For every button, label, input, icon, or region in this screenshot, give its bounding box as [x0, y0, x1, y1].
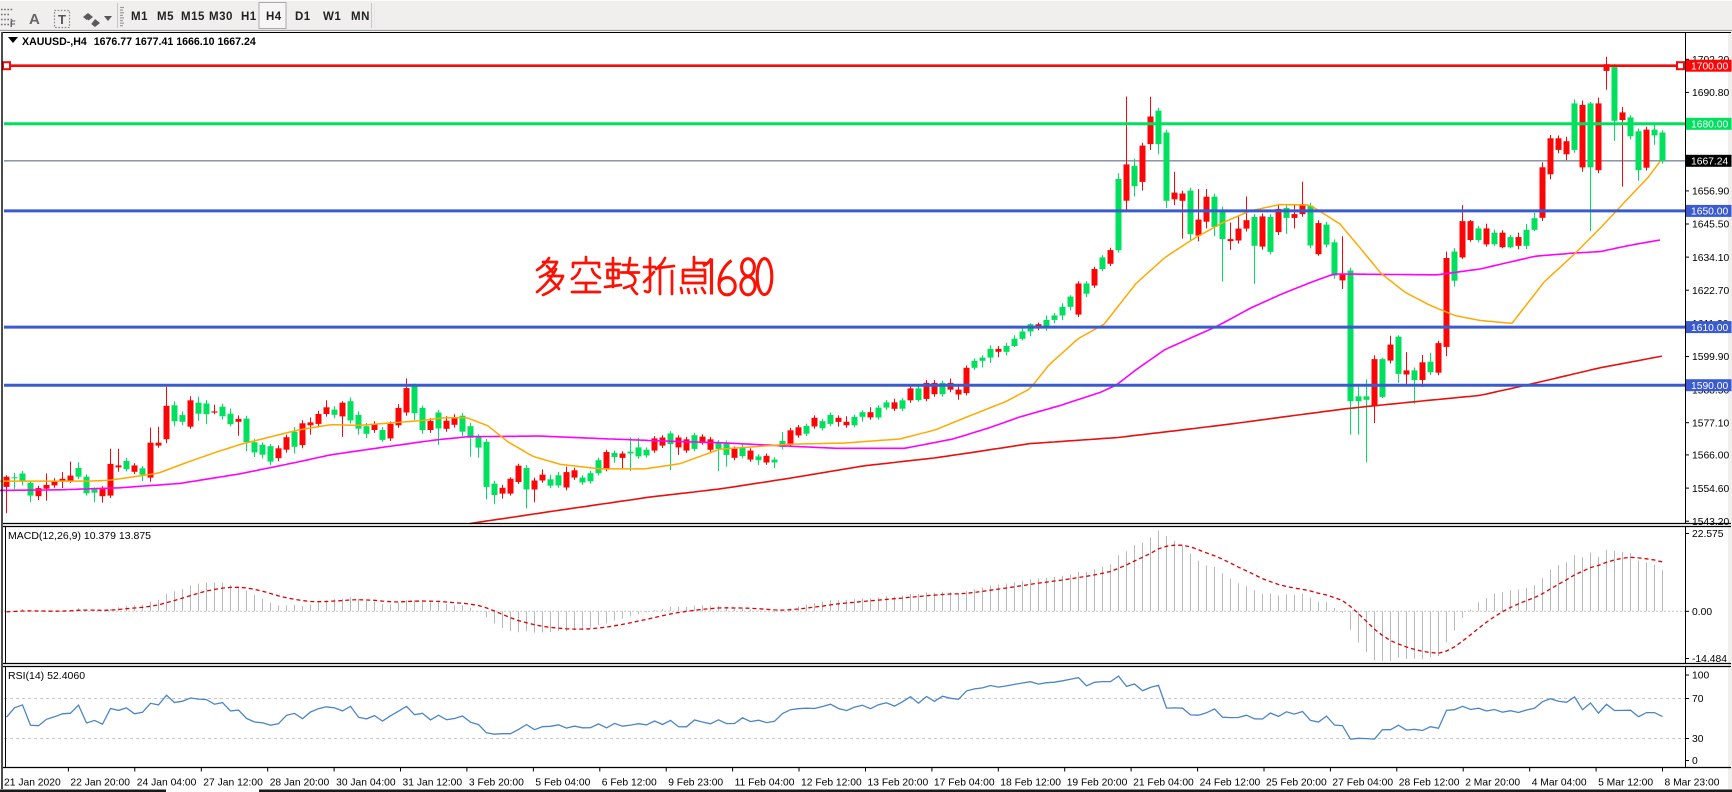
svg-text:MN: MN: [351, 11, 370, 23]
svg-text:M30: M30: [209, 11, 233, 23]
svg-text:1656.90: 1656.90: [1692, 187, 1729, 198]
svg-text:2 Mar 20:00: 2 Mar 20:00: [1465, 778, 1520, 789]
svg-text:3 Feb 20:00: 3 Feb 20:00: [469, 778, 524, 789]
svg-text:30: 30: [1692, 734, 1704, 745]
svg-text:24 Jan 04:00: 24 Jan 04:00: [137, 778, 197, 789]
svg-text:5 Feb 04:00: 5 Feb 04:00: [535, 778, 590, 789]
svg-text:1700.00: 1700.00: [1691, 61, 1728, 72]
svg-text:1680.00: 1680.00: [1691, 120, 1728, 131]
svg-text:13 Feb 20:00: 13 Feb 20:00: [868, 778, 929, 789]
svg-text:100: 100: [1692, 671, 1709, 682]
svg-text:18 Feb 12:00: 18 Feb 12:00: [1000, 778, 1061, 789]
svg-text:28 Jan 20:00: 28 Jan 20:00: [270, 778, 330, 789]
svg-text:-14.484: -14.484: [1692, 654, 1727, 665]
svg-text:H4: H4: [266, 11, 282, 23]
svg-text:1610.00: 1610.00: [1691, 323, 1728, 334]
svg-text:21 Feb 04:00: 21 Feb 04:00: [1133, 778, 1194, 789]
svg-text:1667.24: 1667.24: [1691, 157, 1728, 168]
svg-text:8 Mar 23:00: 8 Mar 23:00: [1665, 778, 1720, 789]
svg-text:1590.00: 1590.00: [1691, 381, 1728, 392]
svg-text:1566.00: 1566.00: [1692, 451, 1729, 462]
svg-text:31 Jan 12:00: 31 Jan 12:00: [403, 778, 463, 789]
svg-text:12 Feb 12:00: 12 Feb 12:00: [801, 778, 862, 789]
svg-text:0: 0: [1692, 756, 1698, 767]
svg-text:1650.00: 1650.00: [1691, 207, 1728, 218]
svg-text:1543.20: 1543.20: [1692, 517, 1729, 528]
svg-text:MACD(12,26,9) 10.379 13.875: MACD(12,26,9) 10.379 13.875: [8, 530, 151, 542]
svg-text:22.575: 22.575: [1692, 529, 1724, 540]
svg-text:1577.10: 1577.10: [1692, 418, 1729, 429]
svg-text:M1: M1: [131, 11, 148, 23]
svg-text:25 Feb 20:00: 25 Feb 20:00: [1266, 778, 1327, 789]
svg-text:21 Jan 2020: 21 Jan 2020: [4, 778, 61, 789]
svg-text:M15: M15: [181, 11, 205, 23]
svg-text:17 Feb 04:00: 17 Feb 04:00: [934, 778, 995, 789]
svg-text:1634.10: 1634.10: [1692, 253, 1729, 264]
svg-text:1599.90: 1599.90: [1692, 352, 1729, 363]
svg-text:0.00: 0.00: [1692, 607, 1712, 618]
svg-text:27 Jan 12:00: 27 Jan 12:00: [203, 778, 263, 789]
svg-text:1645.50: 1645.50: [1692, 220, 1729, 231]
svg-text:5 Mar 12:00: 5 Mar 12:00: [1598, 778, 1653, 789]
svg-text:M5: M5: [157, 11, 174, 23]
svg-text:W1: W1: [323, 11, 341, 23]
svg-text:24 Feb 12:00: 24 Feb 12:00: [1200, 778, 1261, 789]
svg-text:22 Jan 20:00: 22 Jan 20:00: [70, 778, 130, 789]
svg-text:1554.60: 1554.60: [1692, 484, 1729, 495]
svg-text:30 Jan 04:00: 30 Jan 04:00: [336, 778, 396, 789]
svg-text:6 Feb 12:00: 6 Feb 12:00: [602, 778, 657, 789]
svg-text:A: A: [29, 11, 40, 28]
svg-text:19 Feb 20:00: 19 Feb 20:00: [1067, 778, 1128, 789]
svg-text:70: 70: [1692, 694, 1704, 705]
svg-text:T: T: [58, 12, 66, 27]
svg-text:4 Mar 04:00: 4 Mar 04:00: [1532, 778, 1587, 789]
svg-text:11 Feb 04:00: 11 Feb 04:00: [735, 778, 795, 789]
svg-text:RSI(14) 52.4060: RSI(14) 52.4060: [8, 670, 85, 682]
svg-text:D1: D1: [295, 11, 311, 23]
svg-text:H1: H1: [241, 11, 257, 23]
svg-text:27 Feb 04:00: 27 Feb 04:00: [1332, 778, 1393, 789]
svg-text:F: F: [10, 19, 16, 29]
svg-text:9 Feb 23:00: 9 Feb 23:00: [668, 778, 723, 789]
svg-text:1690.80: 1690.80: [1692, 88, 1729, 99]
svg-text:1622.70: 1622.70: [1692, 286, 1729, 297]
svg-text:28 Feb 12:00: 28 Feb 12:00: [1399, 778, 1460, 789]
